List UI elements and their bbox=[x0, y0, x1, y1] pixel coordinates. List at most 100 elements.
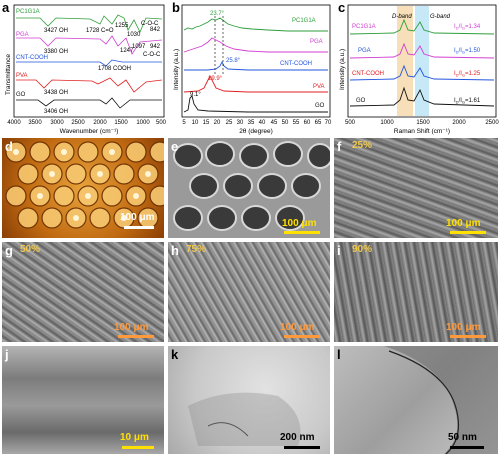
raman-g-band-label: G-band bbox=[430, 14, 451, 20]
percent-label-g: 50% bbox=[20, 244, 41, 255]
raman-xticks: 500 1000 1500 2000 2500 bbox=[345, 120, 499, 126]
scale-bar-l bbox=[450, 446, 484, 449]
scale-label-f: 100 μm bbox=[446, 218, 481, 229]
ftir-ann-coc-2: C-O-C bbox=[143, 52, 161, 58]
ftir-xtick: 4000 bbox=[7, 120, 21, 126]
ftir-legend-pva: PVA bbox=[16, 73, 28, 79]
panel-j-sem-image: j 10 μm bbox=[2, 346, 164, 454]
ftir-legend-pc1g1a: PC1G1A bbox=[16, 9, 40, 15]
panel-a-ftir-chart: a PC1G1A PGA CNT-COOH PVA GO 3427 OH 172… bbox=[0, 0, 168, 135]
ftir-line-go bbox=[16, 97, 162, 109]
ftir-xtick: 3000 bbox=[50, 120, 64, 126]
ftir-xtick: 3500 bbox=[28, 120, 42, 126]
ftir-ylabel: Transmittance bbox=[5, 54, 12, 95]
ftir-frame bbox=[13, 4, 165, 118]
panel-label-b: b bbox=[172, 0, 180, 15]
panel-label-e: e bbox=[171, 139, 179, 154]
xrd-legend-pga: PGA bbox=[310, 39, 323, 45]
scale-bar-g bbox=[118, 335, 154, 338]
xrd-xtick: 40 bbox=[259, 120, 266, 126]
xrd-xtick: 30 bbox=[237, 120, 244, 126]
ftir-ann-942: 942 bbox=[150, 44, 161, 50]
ftir-xticks: 4000 3500 3000 2500 2000 1500 1000 500 bbox=[7, 120, 166, 126]
xrd-legend-cnt: CNT-COOH bbox=[280, 61, 312, 67]
ftir-xtick: 1000 bbox=[136, 120, 150, 126]
scale-bar-f bbox=[450, 231, 486, 234]
tem-flake-l bbox=[384, 346, 498, 454]
panel-e-sem-image: e 100 μm bbox=[168, 138, 330, 238]
panel-d-optical-micrograph: d 100 μm bbox=[2, 138, 164, 238]
raman-ratio-cnt: ID/IG=1.25 bbox=[454, 71, 481, 78]
scale-label-l: 50 nm bbox=[448, 432, 477, 443]
raman-legend-cnt: CNT-COOH bbox=[352, 71, 384, 77]
ftir-legend-cnt: CNT-COOH bbox=[16, 55, 48, 61]
scale-bar-k bbox=[284, 446, 320, 449]
xrd-xticks: 5 10 15 20 25 30 35 40 45 50 55 60 65 70 bbox=[182, 120, 332, 126]
raman-ylabel: Intensity (a.u.) bbox=[339, 49, 346, 90]
xrd-line-cnt bbox=[184, 60, 328, 71]
ftir-xtick: 500 bbox=[156, 120, 167, 126]
raman-xtick: 2500 bbox=[485, 120, 499, 126]
raman-d-band-label: D-band bbox=[392, 14, 412, 20]
xrd-line-go bbox=[183, 95, 328, 113]
scale-bar-j bbox=[122, 446, 154, 449]
xrd-svg: b PC1G1A PGA CNT-COOH PVA GO 23.7° 25.8°… bbox=[172, 0, 332, 135]
ftir-ann-3406: 3406 OH bbox=[44, 109, 68, 115]
ftir-line-pga bbox=[16, 35, 163, 55]
raman-xtick: 2000 bbox=[452, 120, 466, 126]
panel-label-a: a bbox=[2, 0, 10, 15]
ftir-ann-3438: 3438 OH bbox=[44, 90, 68, 96]
percent-label-i: 90% bbox=[352, 244, 373, 255]
sem-pores-e bbox=[173, 141, 330, 231]
xrd-xtick: 25 bbox=[226, 120, 233, 126]
scale-label-i: 100 μm bbox=[446, 322, 481, 333]
ftir-ann-coc-1: C-O-C bbox=[141, 21, 159, 27]
raman-legend-pc1g1a: PC1G1A bbox=[352, 24, 376, 30]
raman-line-cnt bbox=[349, 64, 495, 81]
svg-text:ID/IG=1.61: ID/IG=1.61 bbox=[454, 98, 481, 105]
panel-label-h: h bbox=[171, 243, 179, 258]
xrd-xtick: 55 bbox=[293, 120, 300, 126]
raman-xtick: 500 bbox=[345, 120, 356, 126]
honeycomb-pattern bbox=[5, 141, 164, 229]
panel-label-d: d bbox=[5, 139, 13, 154]
scale-bar-d bbox=[124, 226, 154, 229]
panel-label-i: i bbox=[337, 243, 341, 258]
panel-label-c: c bbox=[338, 0, 345, 15]
xrd-peak-23-7: 23.7° bbox=[210, 11, 225, 17]
percent-label-h: 75% bbox=[186, 244, 207, 255]
ftir-line-pva bbox=[16, 77, 163, 93]
scale-label-d: 100 μm bbox=[120, 212, 155, 223]
xrd-line-pga bbox=[183, 37, 328, 53]
scale-label-j: 10 μm bbox=[120, 432, 149, 443]
ftir-legend-go: GO bbox=[16, 92, 26, 98]
panel-g-sem-image: g 50% 100 μm bbox=[2, 242, 164, 342]
panel-k-tem-image: k 200 nm bbox=[168, 346, 330, 454]
scale-label-e: 100 μm bbox=[282, 218, 317, 229]
ftir-ann-842: 842 bbox=[150, 27, 161, 33]
raman-line-go bbox=[349, 86, 495, 107]
ftir-ann-1728: 1728 C=O bbox=[86, 28, 114, 34]
xrd-xtick: 15 bbox=[203, 120, 210, 126]
scale-label-h: 100 μm bbox=[280, 322, 315, 333]
panel-i-sem-image: i 90% 100 μm bbox=[334, 242, 498, 342]
xrd-ylabel: Intensity (a.u.) bbox=[173, 49, 180, 90]
xrd-xtick: 35 bbox=[248, 120, 255, 126]
panel-label-k: k bbox=[171, 347, 179, 362]
xrd-xlabel: 2θ (degree) bbox=[239, 128, 273, 135]
xrd-xtick: 10 bbox=[192, 120, 199, 126]
raman-ratio-pc1g1a: ID/IG=1.34 bbox=[454, 24, 481, 31]
ftir-line-pc1g1a bbox=[16, 14, 163, 33]
scale-bar-i bbox=[450, 335, 486, 338]
ftir-xtick: 2500 bbox=[71, 120, 85, 126]
xrd-frame bbox=[181, 4, 331, 118]
panel-h-sem-image: h 75% 100 μm bbox=[168, 242, 330, 342]
ftir-ann-1708: 1708 COOH bbox=[98, 66, 131, 72]
xrd-xtick: 20 bbox=[214, 120, 221, 126]
raman-xtick: 1500 bbox=[416, 120, 430, 126]
scale-label-g: 100 μm bbox=[114, 322, 149, 333]
ftir-legend-pga: PGA bbox=[16, 32, 29, 38]
xrd-legend-pva: PVA bbox=[313, 84, 325, 90]
xrd-line-pva bbox=[183, 74, 328, 93]
panel-label-j: j bbox=[5, 347, 9, 362]
